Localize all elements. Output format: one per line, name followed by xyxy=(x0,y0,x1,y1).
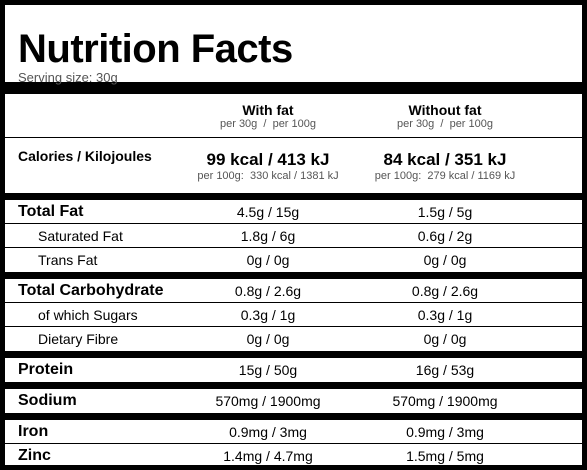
nutrient-label: Sodium xyxy=(18,392,77,409)
nutrient-row: Total Carbohydrate 0.8g / 2.6g 0.8g / 2.6g xyxy=(5,279,582,303)
nutrient-value: 570mg / 1900mg xyxy=(392,393,498,409)
serving-size: Serving size: 30g xyxy=(18,70,118,85)
nutrient-value: 0.9mg / 3mg xyxy=(406,423,484,440)
nutrient-label: Dietary Fibre xyxy=(38,331,119,347)
calories-cell: 99 kcal / 413 kJ per 100g: 330 kcal / 138… xyxy=(180,150,356,182)
nutrient-value: 4.5g / 15g xyxy=(236,203,300,220)
separator xyxy=(5,193,582,200)
nutrient-row: Iron 0.9mg / 3mg 0.9mg / 3mg xyxy=(5,420,582,444)
nutrient-row: Dietary Fibre 0g / 0g 0g / 0g xyxy=(5,327,582,351)
nutrient-label: Total Fat xyxy=(18,202,84,220)
nutrient-value: 1.8g / 6g xyxy=(240,227,296,244)
calories-label: Calories / Kilojoules xyxy=(18,148,152,164)
column-header: Without fat per 30g / per 100g xyxy=(356,102,534,130)
title: Nutrition Facts xyxy=(18,27,293,71)
nutrient-value: 1.4mg / 4.7mg xyxy=(223,448,313,464)
column-subtitle: per 30g / per 100g xyxy=(219,117,316,130)
nutrient-row: Zinc 1.4mg / 4.7mg 1.5mg / 5mg xyxy=(5,444,582,465)
nutrient-row: Sodium 570mg / 1900mg 570mg / 1900mg xyxy=(5,389,582,413)
nutrient-row: Protein 15g / 50g 16g / 53g xyxy=(5,358,582,382)
nutrient-label: of which Sugars xyxy=(38,306,138,323)
column-header-row: With fat per 30g / per 100g Without fat per… xyxy=(5,94,582,138)
nutrient-value: 0g / 0g xyxy=(423,252,467,268)
nutrient-value: 0.3g / 1g xyxy=(417,306,473,323)
nutrient-label: Total Carbohydrate xyxy=(18,281,164,299)
title-block: Nutrition Facts Serving size: 30g xyxy=(5,5,582,85)
nutrient-value: 570mg / 1900mg xyxy=(215,393,321,409)
calories-cell: 84 kcal / 351 kJ per 100g: 279 kcal / 116… xyxy=(356,150,534,182)
nutrient-row: Total Fat 4.5g / 15g 1.5g / 5g xyxy=(5,200,582,224)
nutrient-value: 0.9mg / 3mg xyxy=(229,423,307,440)
nutrient-label: Iron xyxy=(18,422,49,440)
calories-row: Calories / Kilojoules 99 kcal / 413 kJ per… xyxy=(5,138,582,193)
nutrient-value: 0.3g / 1g xyxy=(240,306,296,323)
nutrient-value: 0.8g / 2.6g xyxy=(411,282,479,299)
column-subtitle: per 30g / per 100g xyxy=(396,117,493,130)
nutrient-value: 1.5g / 5g xyxy=(417,203,473,220)
nutrient-label: Zinc xyxy=(18,447,51,464)
nutrient-row: Trans Fat 0g / 0g 0g / 0g xyxy=(5,248,582,272)
nutrient-value: 15g / 50g xyxy=(238,362,298,378)
column-header: With fat per 30g / per 100g xyxy=(180,102,356,130)
nutrient-value: 16g / 53g xyxy=(415,362,475,378)
nutrient-value: 1.5mg / 5mg xyxy=(406,448,484,464)
nutrient-value: 0g / 0g xyxy=(423,331,467,347)
separator xyxy=(5,82,582,94)
column-name: With fat xyxy=(242,101,294,118)
nutrient-row: Saturated Fat 1.8g / 6g 0.6g / 2g xyxy=(5,224,582,248)
calories-per-100g: per 100g: 279 kcal / 1169 kJ xyxy=(374,169,516,182)
separator xyxy=(5,272,582,279)
separator xyxy=(5,413,582,420)
nutrient-label: Trans Fat xyxy=(38,252,98,268)
column-name: Without fat xyxy=(408,101,482,118)
calories-per-100g: per 100g: 330 kcal / 1381 kJ xyxy=(197,169,339,182)
nutrient-value: 0g / 0g xyxy=(246,331,290,347)
nutrient-value: 0.8g / 2.6g xyxy=(234,282,302,299)
separator xyxy=(5,351,582,358)
nutrient-row: of which Sugars 0.3g / 1g 0.3g / 1g xyxy=(5,303,582,327)
nutrient-value: 0g / 0g xyxy=(246,252,290,268)
nutrient-label: Protein xyxy=(18,361,74,378)
calories-value: 84 kcal / 351 kJ xyxy=(383,149,507,169)
nutrient-label: Saturated Fat xyxy=(38,227,123,244)
nutrient-value: 0.6g / 2g xyxy=(417,227,473,244)
separator xyxy=(5,382,582,389)
calories-value: 99 kcal / 413 kJ xyxy=(206,149,330,169)
